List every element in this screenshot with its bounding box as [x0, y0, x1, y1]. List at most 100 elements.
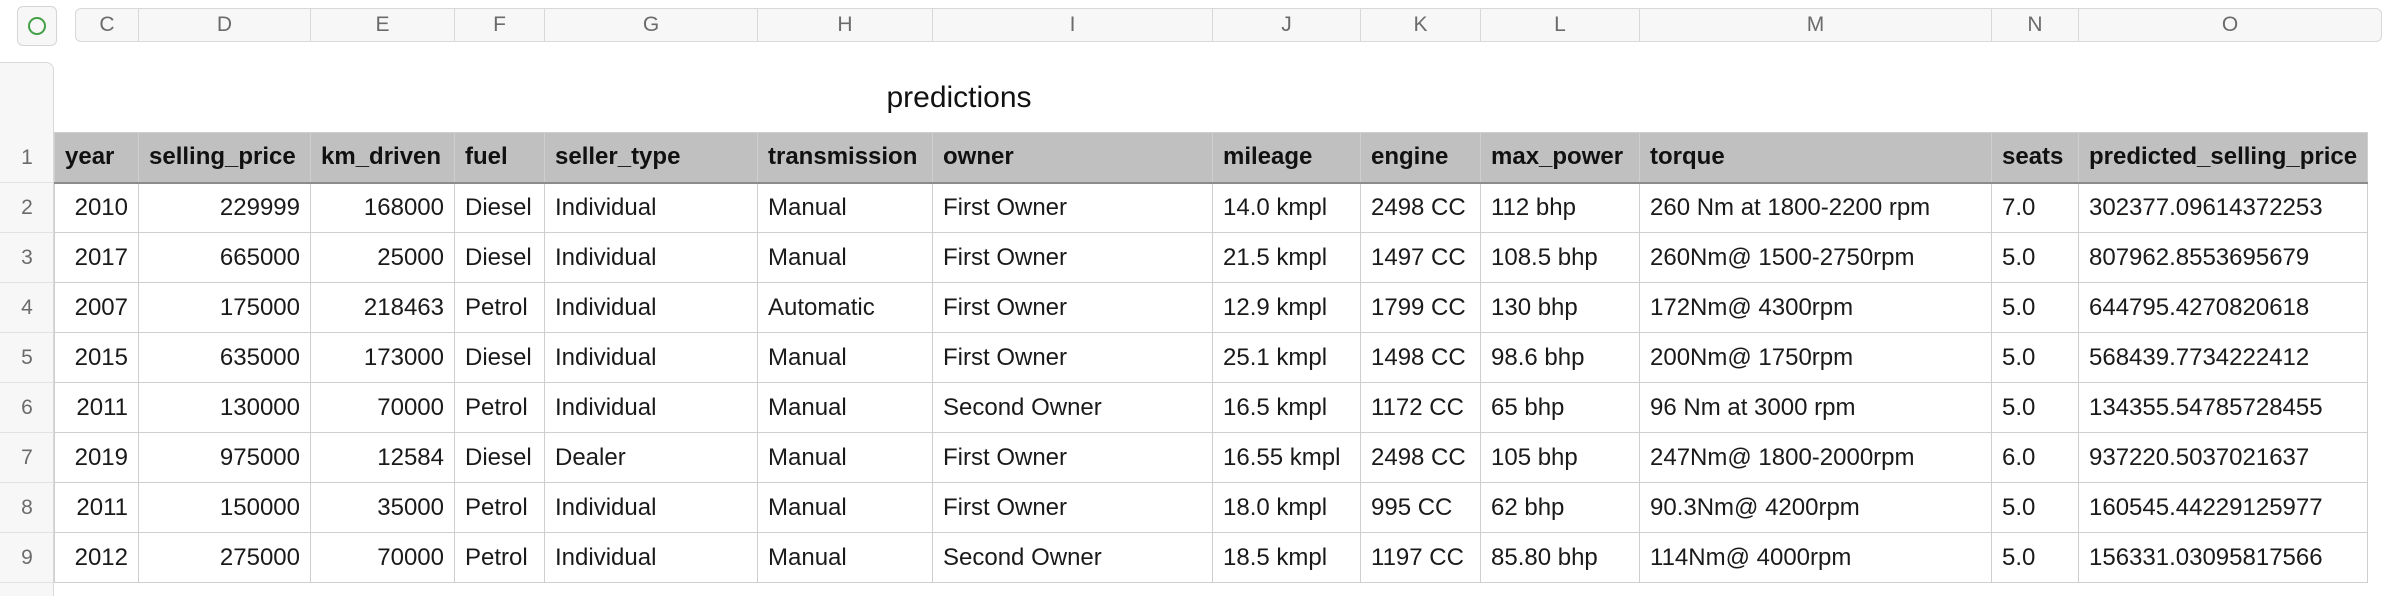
cell-transmission[interactable]: Manual: [757, 382, 933, 433]
select-all-button[interactable]: [17, 6, 57, 46]
cell-owner[interactable]: First Owner: [932, 432, 1213, 483]
cell-predicted-selling-price[interactable]: 134355.54785728455: [2078, 382, 2368, 433]
cell-seller-type[interactable]: Individual: [544, 532, 758, 583]
cell-torque[interactable]: 200Nm@ 1750rpm: [1639, 332, 1992, 383]
cell-engine[interactable]: 2498 CC: [1360, 432, 1481, 483]
cell-torque[interactable]: 114Nm@ 4000rpm: [1639, 532, 1992, 583]
cell-max-power[interactable]: 65 bhp: [1480, 382, 1640, 433]
cell-owner[interactable]: First Owner: [932, 332, 1213, 383]
cell-predicted-selling-price[interactable]: 302377.09614372253: [2078, 182, 2368, 233]
header-cell-selling-price[interactable]: selling_price: [138, 132, 311, 184]
cell-seller-type[interactable]: Dealer: [544, 432, 758, 483]
cell-km-driven[interactable]: 25000: [310, 232, 455, 283]
column-header-m[interactable]: M: [1640, 9, 1992, 41]
cell-selling-price[interactable]: 229999: [138, 182, 311, 233]
cell-owner[interactable]: Second Owner: [932, 532, 1213, 583]
cell-transmission[interactable]: Manual: [757, 332, 933, 383]
cell-km-driven[interactable]: 218463: [310, 282, 455, 333]
cell-selling-price[interactable]: 975000: [138, 432, 311, 483]
cell-mileage[interactable]: 12.9 kmpl: [1212, 282, 1361, 333]
row-header-8[interactable]: 8: [0, 483, 54, 533]
cell-fuel[interactable]: Petrol: [454, 482, 545, 533]
row-header-9[interactable]: 9: [0, 533, 54, 583]
cell-owner[interactable]: First Owner: [932, 182, 1213, 233]
cell-year[interactable]: 2017: [54, 232, 139, 283]
cell-engine[interactable]: 1498 CC: [1360, 332, 1481, 383]
cell-mileage[interactable]: 18.0 kmpl: [1212, 482, 1361, 533]
cell-mileage[interactable]: 16.55 kmpl: [1212, 432, 1361, 483]
column-header-f[interactable]: F: [455, 9, 545, 41]
row-header-2[interactable]: 2: [0, 183, 54, 233]
cell-year[interactable]: 2011: [54, 482, 139, 533]
cell-engine[interactable]: 1497 CC: [1360, 232, 1481, 283]
row-header-7[interactable]: 7: [0, 433, 54, 483]
column-header-o[interactable]: O: [2221, 13, 2239, 36]
cell-transmission[interactable]: Automatic: [757, 282, 933, 333]
cell-owner[interactable]: First Owner: [932, 282, 1213, 333]
cell-seller-type[interactable]: Individual: [544, 482, 758, 533]
header-cell-fuel[interactable]: fuel: [454, 132, 545, 184]
cell-transmission[interactable]: Manual: [757, 532, 933, 583]
cell-torque[interactable]: 260Nm@ 1500-2750rpm: [1639, 232, 1992, 283]
cell-fuel[interactable]: Diesel: [454, 432, 545, 483]
column-header-k[interactable]: K: [1361, 9, 1481, 41]
cell-year[interactable]: 2019: [54, 432, 139, 483]
cell-selling-price[interactable]: 635000: [138, 332, 311, 383]
column-header-c[interactable]: C: [76, 9, 139, 41]
cell-seller-type[interactable]: Individual: [544, 282, 758, 333]
column-header-j[interactable]: J: [1213, 9, 1361, 41]
cell-seats[interactable]: 6.0: [1991, 432, 2079, 483]
cell-max-power[interactable]: 98.6 bhp: [1480, 332, 1640, 383]
header-cell-max-power[interactable]: max_power: [1480, 132, 1640, 184]
cell-fuel[interactable]: Petrol: [454, 382, 545, 433]
cell-seats[interactable]: 5.0: [1991, 482, 2079, 533]
cell-selling-price[interactable]: 150000: [138, 482, 311, 533]
cell-mileage[interactable]: 25.1 kmpl: [1212, 332, 1361, 383]
row-header-1[interactable]: 1: [0, 133, 54, 183]
column-header-l[interactable]: L: [1481, 9, 1640, 41]
header-cell-owner[interactable]: owner: [932, 132, 1213, 184]
cell-predicted-selling-price[interactable]: 156331.03095817566: [2078, 532, 2368, 583]
cell-transmission[interactable]: Manual: [757, 232, 933, 283]
cell-max-power[interactable]: 85.80 bhp: [1480, 532, 1640, 583]
column-header-n[interactable]: N: [1992, 9, 2079, 41]
column-header-h[interactable]: H: [758, 9, 933, 41]
cell-seller-type[interactable]: Individual: [544, 382, 758, 433]
cell-owner[interactable]: First Owner: [932, 482, 1213, 533]
cell-owner[interactable]: First Owner: [932, 232, 1213, 283]
header-cell-engine[interactable]: engine: [1360, 132, 1481, 184]
header-cell-transmission[interactable]: transmission: [757, 132, 933, 184]
cell-max-power[interactable]: 62 bhp: [1480, 482, 1640, 533]
row-header-5[interactable]: 5: [0, 333, 54, 383]
header-cell-torque[interactable]: torque: [1639, 132, 1992, 184]
cell-torque[interactable]: 90.3Nm@ 4200rpm: [1639, 482, 1992, 533]
cell-seats[interactable]: 5.0: [1991, 532, 2079, 583]
row-header-3[interactable]: 3: [0, 233, 54, 283]
column-header-d[interactable]: D: [139, 9, 311, 41]
cell-mileage[interactable]: 21.5 kmpl: [1212, 232, 1361, 283]
cell-km-driven[interactable]: 35000: [310, 482, 455, 533]
cell-max-power[interactable]: 105 bhp: [1480, 432, 1640, 483]
cell-fuel[interactable]: Petrol: [454, 282, 545, 333]
header-cell-predicted-selling-price[interactable]: predicted_selling_price: [2078, 132, 2368, 184]
column-header-g[interactable]: G: [545, 9, 758, 41]
cell-max-power[interactable]: 130 bhp: [1480, 282, 1640, 333]
header-cell-year[interactable]: year: [54, 132, 139, 184]
cell-torque[interactable]: 96 Nm at 3000 rpm: [1639, 382, 1992, 433]
cell-fuel[interactable]: Diesel: [454, 232, 545, 283]
cell-seats[interactable]: 5.0: [1991, 232, 2079, 283]
header-cell-mileage[interactable]: mileage: [1212, 132, 1361, 184]
cell-seller-type[interactable]: Individual: [544, 182, 758, 233]
cell-predicted-selling-price[interactable]: 160545.44229125977: [2078, 482, 2368, 533]
cell-transmission[interactable]: Manual: [757, 432, 933, 483]
cell-predicted-selling-price[interactable]: 807962.8553695679: [2078, 232, 2368, 283]
cell-seller-type[interactable]: Individual: [544, 332, 758, 383]
column-header-e[interactable]: E: [311, 9, 455, 41]
cell-owner[interactable]: Second Owner: [932, 382, 1213, 433]
cell-km-driven[interactable]: 173000: [310, 332, 455, 383]
cell-km-driven[interactable]: 12584: [310, 432, 455, 483]
cell-engine[interactable]: 1172 CC: [1360, 382, 1481, 433]
cell-selling-price[interactable]: 665000: [138, 232, 311, 283]
cell-fuel[interactable]: Petrol: [454, 532, 545, 583]
cell-year[interactable]: 2010: [54, 182, 139, 233]
